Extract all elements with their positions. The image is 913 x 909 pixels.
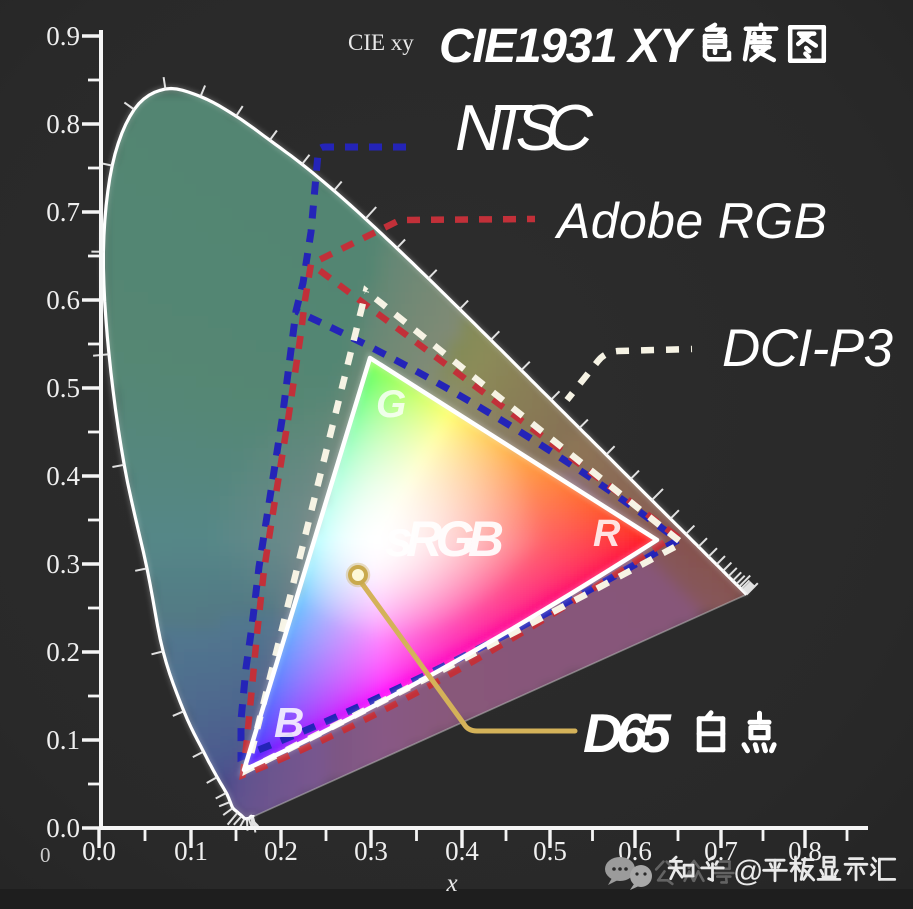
- svg-text:DCI-P3: DCI-P3: [722, 319, 894, 378]
- svg-text:D65: D65: [583, 702, 672, 764]
- svg-text:0.7: 0.7: [46, 197, 80, 227]
- svg-text:sRGB: sRGB: [385, 511, 504, 567]
- svg-text:@: @: [733, 855, 763, 888]
- svg-text:0.3: 0.3: [354, 836, 388, 866]
- svg-text:Adobe RGB: Adobe RGB: [554, 193, 827, 249]
- svg-text:0.5: 0.5: [533, 836, 567, 866]
- svg-text:x: x: [445, 870, 457, 897]
- svg-text:0.1: 0.1: [46, 725, 80, 755]
- svg-text:0.4: 0.4: [46, 461, 80, 491]
- svg-text:0.1: 0.1: [174, 836, 208, 866]
- svg-text:0.8: 0.8: [46, 109, 80, 139]
- svg-text:CIE xy: CIE xy: [348, 30, 414, 55]
- svg-text:R: R: [593, 513, 621, 555]
- svg-text:0.0: 0.0: [46, 813, 80, 843]
- svg-text:0.5: 0.5: [46, 373, 80, 403]
- svg-text:B: B: [274, 699, 304, 746]
- svg-text:CIE1931 XY: CIE1931 XY: [439, 20, 695, 73]
- svg-text:0.4: 0.4: [445, 836, 479, 866]
- svg-text:0.9: 0.9: [46, 21, 80, 51]
- svg-text:0: 0: [40, 843, 51, 867]
- svg-text:G: G: [376, 383, 406, 426]
- svg-text:NTSC: NTSC: [455, 91, 594, 164]
- svg-text:0.0: 0.0: [82, 836, 116, 866]
- svg-text:0.6: 0.6: [46, 285, 80, 315]
- svg-text:0.3: 0.3: [46, 549, 80, 579]
- svg-text:0.2: 0.2: [46, 637, 80, 667]
- svg-text:0.2: 0.2: [264, 836, 298, 866]
